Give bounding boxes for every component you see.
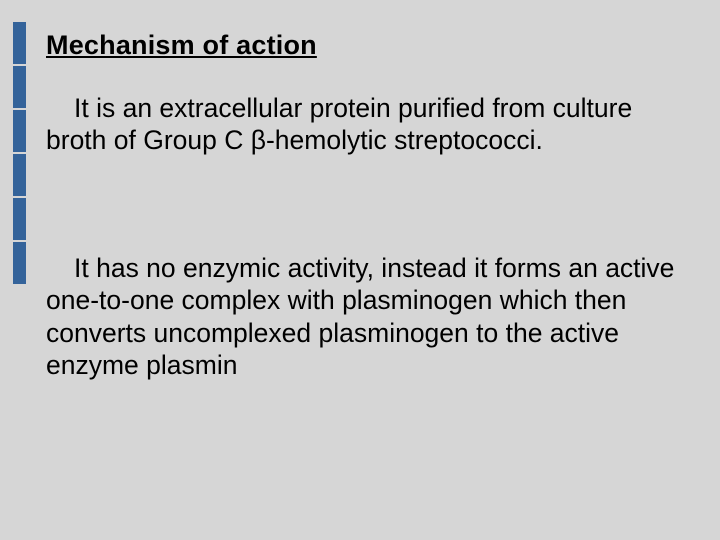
slide-title: Mechanism of action — [46, 30, 317, 61]
accent-bar — [13, 66, 26, 108]
accent-bar — [13, 110, 26, 152]
accent-bar — [13, 242, 26, 284]
paragraph-1-text: It is an extracellular protein purified … — [46, 93, 632, 155]
paragraph-2-text: It has no enzymic activity, instead it f… — [46, 253, 674, 380]
slide: Mechanism of action It is an extracellul… — [0, 0, 720, 540]
accent-bar — [13, 198, 26, 240]
accent-bar — [13, 154, 26, 196]
paragraph-2: It has no enzymic activity, instead it f… — [46, 252, 676, 381]
paragraph-1: It is an extracellular protein purified … — [46, 92, 646, 157]
accent-bar — [13, 22, 26, 64]
